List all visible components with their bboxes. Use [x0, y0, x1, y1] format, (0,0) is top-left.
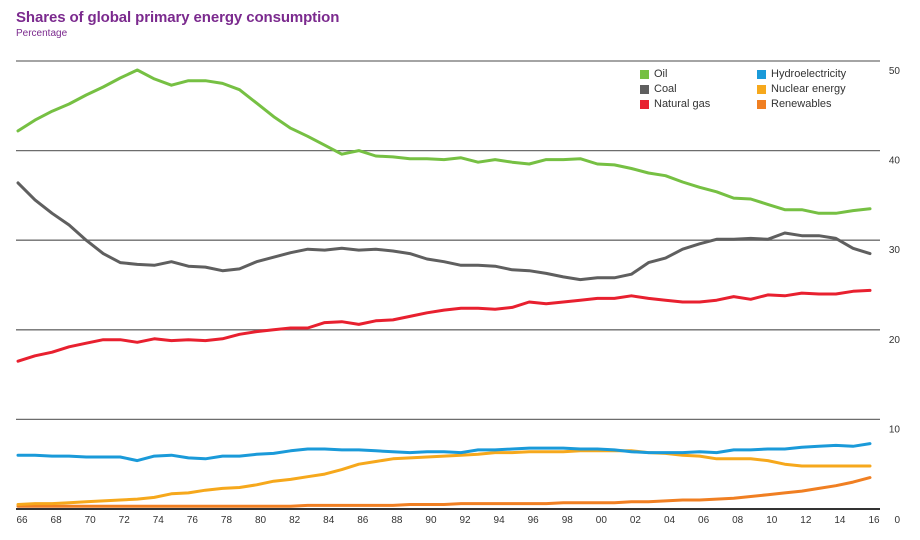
- x-tick-label: 16: [868, 515, 880, 526]
- legend-swatch-renewables: [757, 99, 766, 109]
- x-tick-label: 90: [425, 515, 437, 526]
- legend-label-nuclear-energy: Nuclear energy: [771, 83, 846, 95]
- x-tick-label: 10: [766, 515, 778, 526]
- series-line-nuclear-energy: [16, 449, 872, 506]
- x-tick-label: 04: [664, 515, 676, 526]
- series-line-hydroelectricity: [16, 442, 872, 463]
- x-tick-label: 76: [187, 515, 199, 526]
- legend-item-oil: Oil: [640, 68, 667, 80]
- series-line-natural-gas: [16, 288, 872, 363]
- x-tick-label: 66: [16, 515, 28, 526]
- legend-label-natural-gas: Natural gas: [654, 98, 711, 110]
- x-tick-label: 96: [528, 515, 540, 526]
- series-line-renewables: [16, 476, 872, 508]
- series-line-coal: [16, 181, 872, 282]
- x-tick-label: 92: [459, 515, 471, 526]
- chart-subtitle: Percentage: [16, 28, 68, 39]
- legend-swatch-hydroelectricity: [757, 69, 766, 79]
- x-tick-label: 88: [391, 515, 403, 526]
- legend-item-coal: Coal: [640, 83, 677, 95]
- x-tick-label: 72: [119, 515, 131, 526]
- x-tick-label: 84: [323, 515, 335, 526]
- legend-label-oil: Oil: [654, 68, 668, 80]
- series-line-oil: [16, 68, 872, 215]
- y-tick-label: 20: [889, 335, 901, 346]
- series-lines: [16, 68, 872, 508]
- gridlines: [16, 60, 880, 510]
- y-tick-label: 50: [889, 66, 901, 77]
- x-tick-label: 78: [221, 515, 233, 526]
- legend-swatch-oil: [640, 69, 649, 79]
- x-tick-label: 12: [800, 515, 812, 526]
- x-tick-label: 00: [596, 515, 608, 526]
- y-tick-label: 10: [889, 424, 901, 435]
- y-tick-label: 30: [889, 245, 901, 256]
- x-tick-label: 86: [357, 515, 369, 526]
- legend-label-renewables: Renewables: [771, 98, 832, 110]
- legend-swatch-nuclear-energy: [757, 84, 766, 94]
- x-tick-label: 08: [732, 515, 744, 526]
- legend-label-coal: Coal: [654, 83, 677, 95]
- legend-item-hydroelectricity: Hydroelectricity: [757, 68, 846, 80]
- x-tick-label: 82: [289, 515, 301, 526]
- y-tick-label: 40: [889, 156, 901, 167]
- y-tick-label: 0: [894, 515, 900, 526]
- x-tick-label: 70: [85, 515, 97, 526]
- x-tick-label: 06: [698, 515, 710, 526]
- x-tick-label: 98: [562, 515, 574, 526]
- x-tick-label: 14: [834, 515, 846, 526]
- legend-item-nuclear-energy: Nuclear energy: [757, 83, 846, 95]
- x-tick-label: 02: [630, 515, 642, 526]
- legend-swatch-coal: [640, 84, 649, 94]
- legend-swatch-natural-gas: [640, 99, 649, 109]
- x-tick-label: 94: [494, 515, 506, 526]
- x-axis-ticks: 66 68 70 72 74 76 78 80 82 84 86 88 90 92 94 96 98 00 02 04…: [16, 515, 880, 526]
- legend-label-hydroelectricity: Hydroelectricity: [771, 68, 847, 80]
- x-tick-label: 68: [51, 515, 63, 526]
- x-tick-label: 80: [255, 515, 267, 526]
- chart-title: Shares of global primary energy consumpt…: [16, 9, 340, 26]
- legend-item-renewables: Renewables: [757, 98, 832, 110]
- y-axis-ticks: 0 10 20 30 40 50: [889, 66, 901, 526]
- x-tick-label: 74: [153, 515, 165, 526]
- legend-item-natural-gas: Natural gas: [640, 98, 710, 110]
